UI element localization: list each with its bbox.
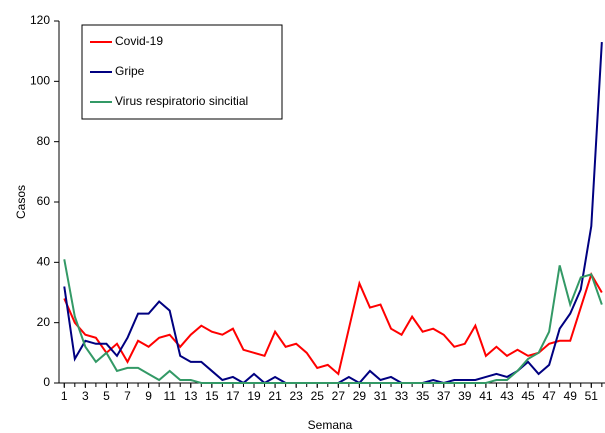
x-tick-label: 35 (416, 389, 430, 403)
legend-box (81, 24, 283, 120)
x-tick-label: 13 (184, 389, 198, 403)
x-tick-label: 25 (311, 389, 325, 403)
x-tick-label: 5 (103, 389, 110, 403)
x-tick-label: 15 (205, 389, 219, 403)
x-tick-label: 1 (61, 389, 68, 403)
x-tick-label: 27 (332, 389, 346, 403)
line-series (63, 271, 603, 376)
y-tick-label: 40 (37, 255, 51, 269)
x-tick-label: 11 (163, 389, 176, 403)
x-tick-label: 19 (247, 389, 261, 403)
x-tick-label: 17 (226, 389, 240, 403)
legend-label: Virus respiratorio sincitial (115, 94, 248, 108)
x-tick-label: 45 (521, 389, 535, 403)
x-axis-label: Semana (308, 418, 353, 432)
x-tick-label: 47 (542, 389, 556, 403)
x-tick-label: 29 (353, 389, 367, 403)
y-tick-label: 60 (37, 194, 51, 208)
legend-label: Gripe (115, 64, 145, 78)
x-tick-label: 23 (289, 389, 303, 403)
line-series (63, 259, 603, 384)
x-tick-label: 49 (564, 389, 578, 403)
x-tick-label: 33 (395, 389, 409, 403)
y-tick-label: 80 (37, 134, 51, 148)
x-tick-label: 51 (585, 389, 599, 403)
legend-label: Covid-19 (115, 34, 163, 48)
y-tick-label: 100 (30, 74, 50, 88)
x-tick-label: 3 (82, 389, 89, 403)
y-tick-label: 0 (43, 375, 50, 389)
x-tick-label: 39 (458, 389, 472, 403)
x-tick-label: 37 (437, 389, 451, 403)
x-tick-label: 7 (124, 389, 131, 403)
y-tick-label: 20 (37, 315, 51, 329)
y-axis-label: Casos (14, 185, 28, 219)
y-tick-label: 120 (30, 13, 50, 27)
x-tick-label: 43 (500, 389, 514, 403)
x-tick-label: 9 (145, 389, 152, 403)
x-tick-label: 31 (374, 389, 388, 403)
x-tick-label: 21 (268, 389, 282, 403)
x-tick-label: 41 (479, 389, 493, 403)
